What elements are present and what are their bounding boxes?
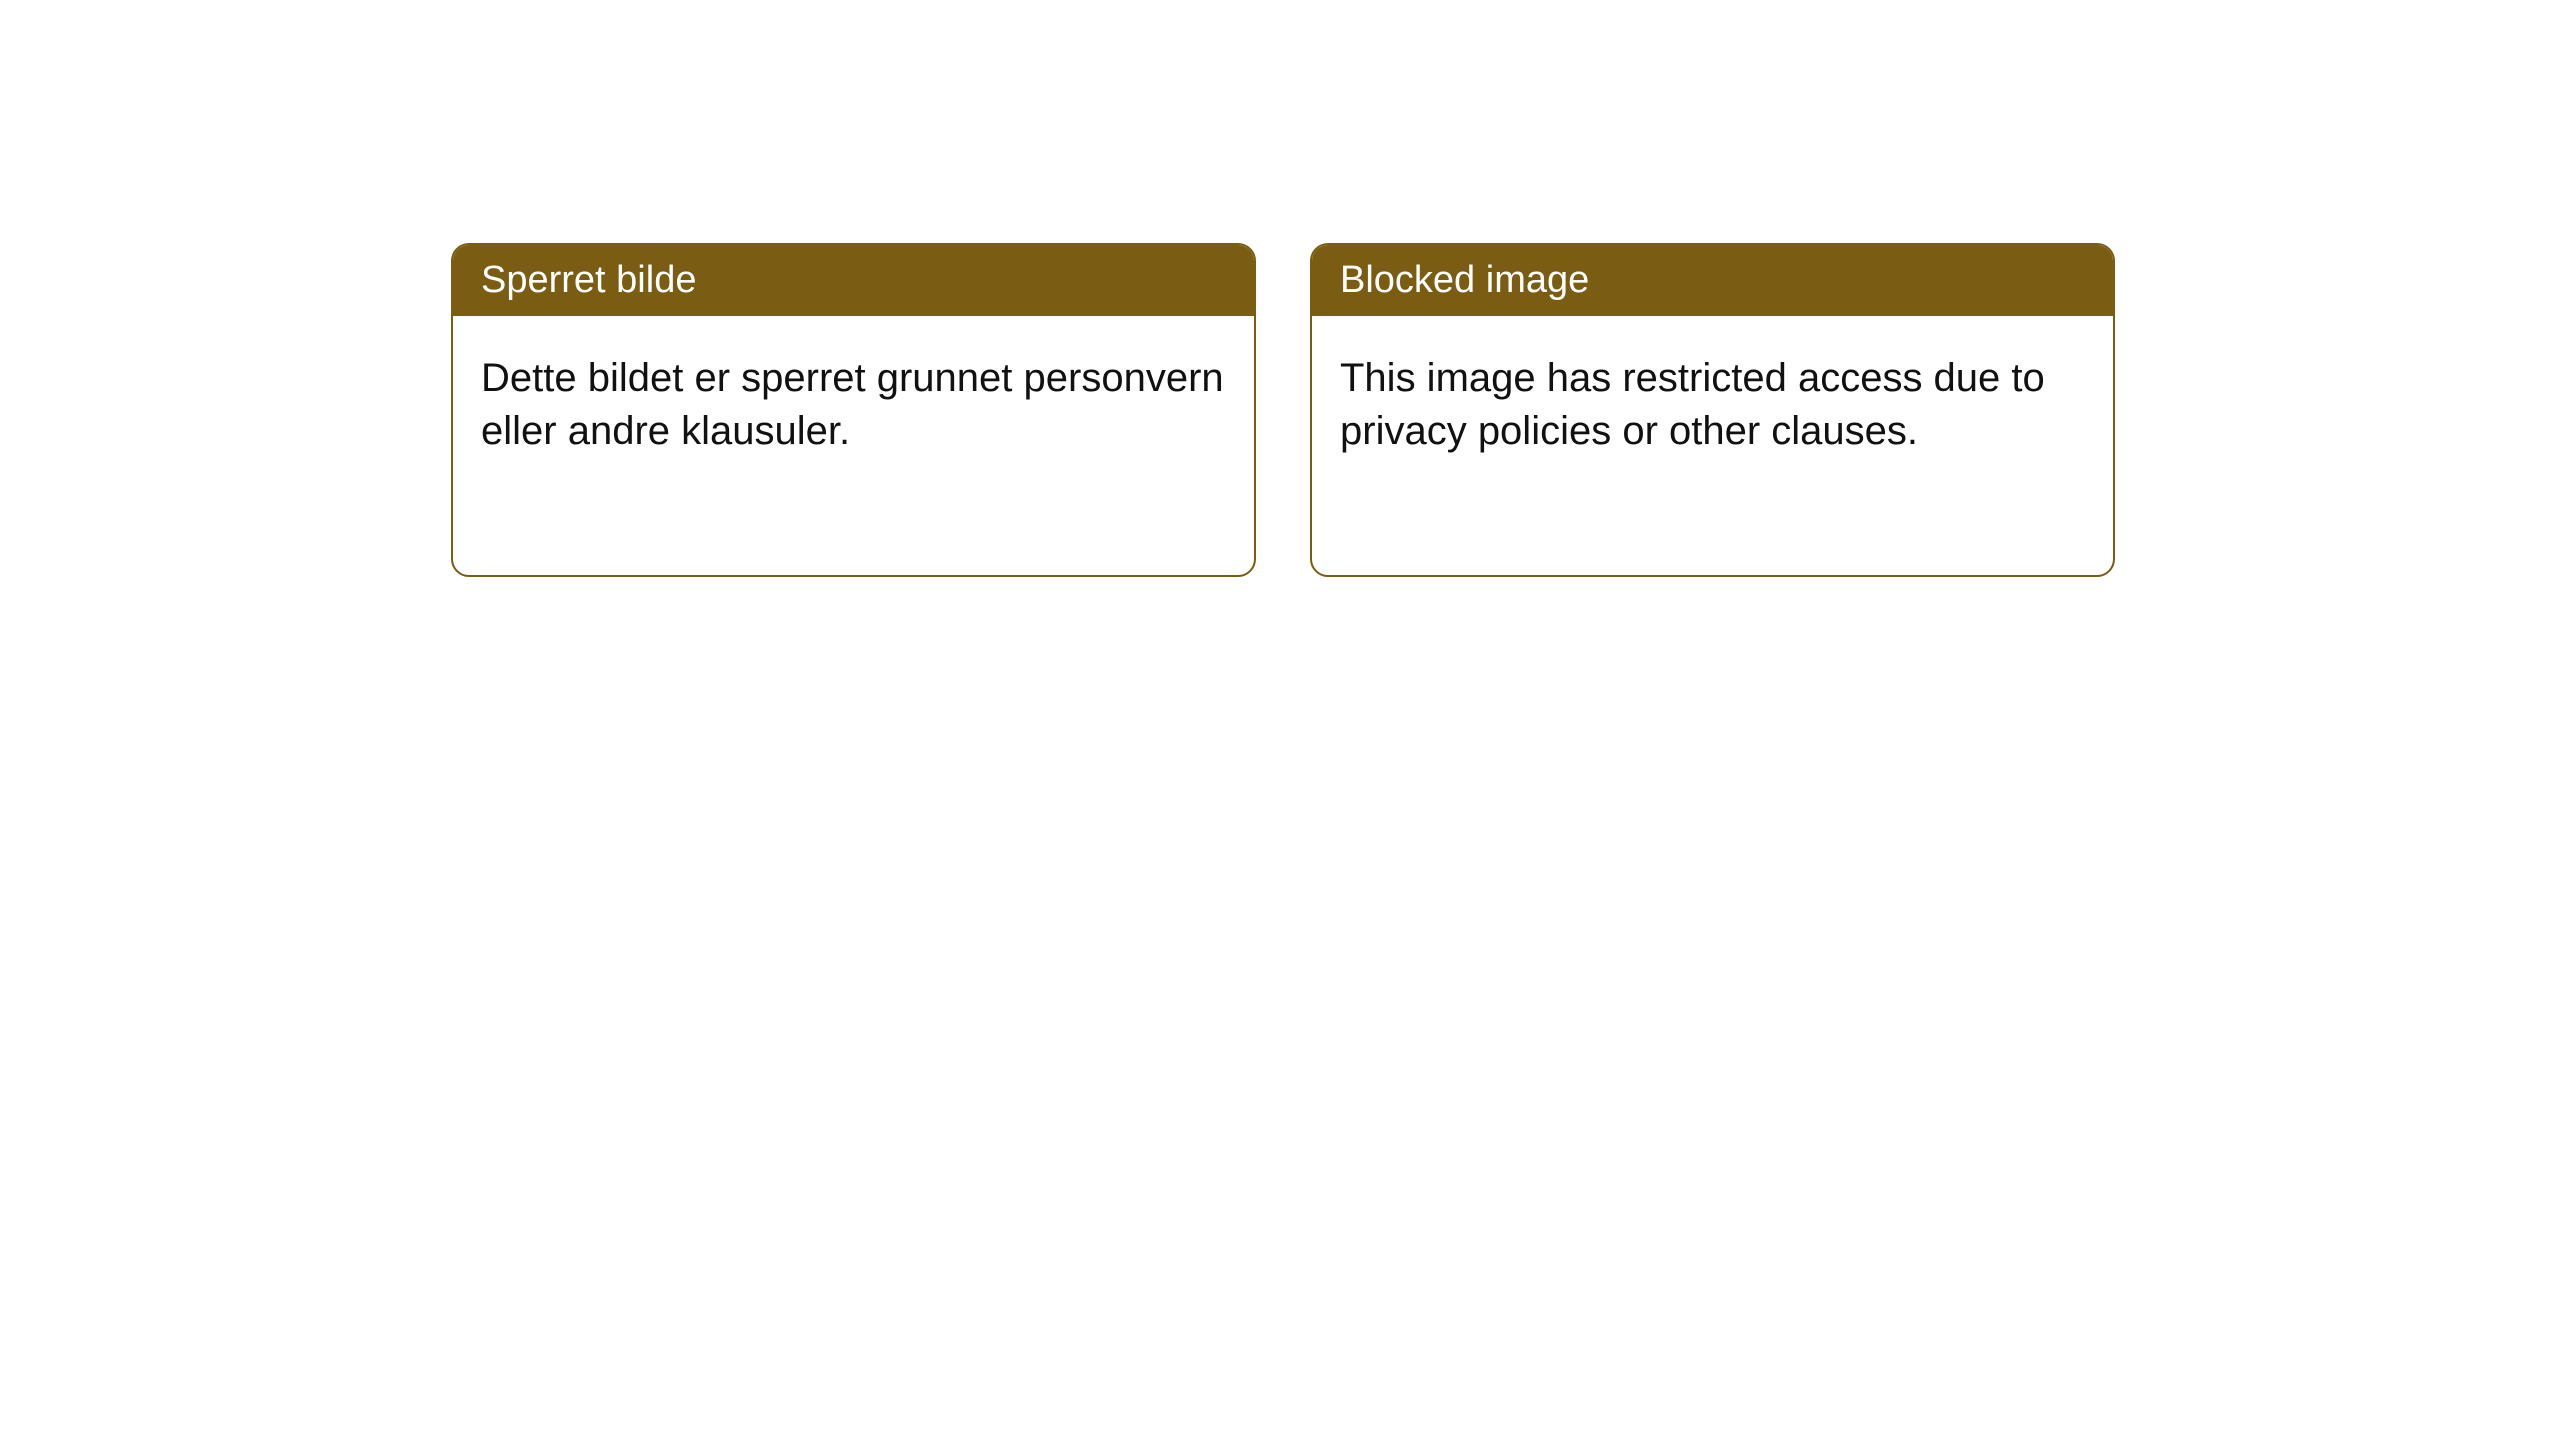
notice-container: Sperret bilde Dette bildet er sperret gr… [0,0,2560,577]
notice-body: This image has restricted access due to … [1312,316,2113,486]
notice-card-english: Blocked image This image has restricted … [1310,243,2115,577]
notice-card-norwegian: Sperret bilde Dette bildet er sperret gr… [451,243,1256,577]
notice-body: Dette bildet er sperret grunnet personve… [453,316,1254,486]
notice-header: Sperret bilde [453,245,1254,316]
notice-header: Blocked image [1312,245,2113,316]
